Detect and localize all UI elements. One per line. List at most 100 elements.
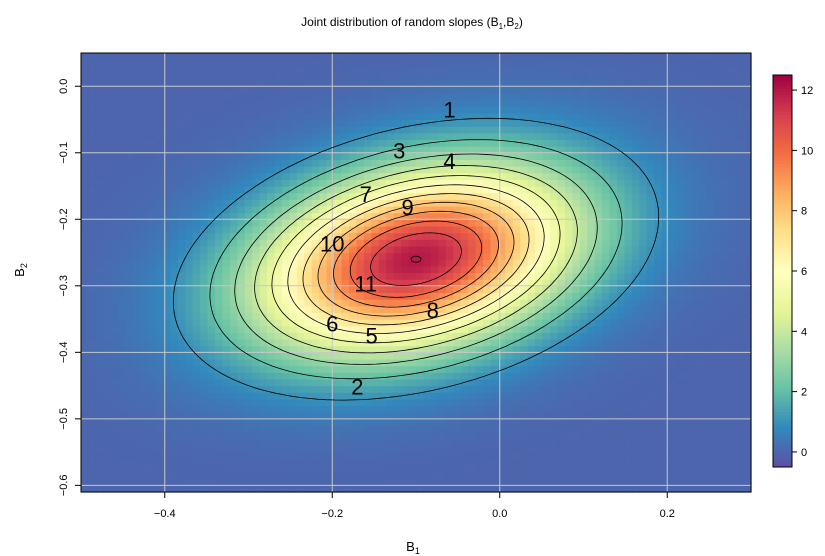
heatmap-cell [185, 405, 194, 413]
heatmap-cell [520, 405, 529, 413]
heatmap-cell [334, 438, 343, 447]
heatmap-cell [572, 72, 581, 81]
heatmap-cell [95, 166, 104, 174]
heatmap-cell [617, 99, 626, 107]
heatmap-cell [512, 259, 521, 267]
heatmap-cell [483, 345, 492, 353]
heatmap-cell [579, 112, 588, 121]
heatmap-cell [542, 232, 551, 240]
heatmap-cell [334, 365, 343, 373]
heatmap-cell [512, 139, 521, 147]
heatmap-cell [267, 478, 276, 486]
heatmap-cell [438, 79, 447, 87]
heatmap-cell [371, 86, 380, 94]
heatmap-cell [103, 159, 112, 167]
heatmap-cell [170, 412, 179, 420]
heatmap-cell [170, 192, 179, 200]
heatmap-cell [110, 385, 119, 393]
heatmap-cell [512, 132, 521, 141]
heatmap-cell [550, 345, 559, 353]
heatmap-cell [631, 319, 640, 327]
heatmap-cell [349, 372, 358, 380]
heatmap-cell [423, 72, 432, 81]
heatmap-cell [520, 86, 529, 94]
heatmap-cell [118, 299, 127, 307]
heatmap-cell [386, 385, 395, 393]
heatmap-cell [311, 418, 320, 427]
heatmap-cell [267, 212, 276, 220]
heatmap-cell [639, 472, 648, 480]
heatmap-cell [207, 285, 216, 294]
heatmap-cell [445, 132, 454, 141]
heatmap-cell [125, 99, 134, 107]
heatmap-cell [609, 332, 618, 340]
heatmap-cell [304, 205, 313, 214]
heatmap-cell [319, 392, 328, 400]
heatmap-cell [155, 358, 164, 367]
heatmap-cell [356, 265, 365, 274]
heatmap-cell [349, 132, 358, 141]
heatmap-cell [579, 418, 588, 427]
heatmap-cell [95, 378, 104, 387]
heatmap-cell [475, 146, 484, 154]
heatmap-cell [215, 372, 224, 380]
heatmap-cell [564, 225, 573, 234]
heatmap-cell [475, 166, 484, 174]
heatmap-cell [229, 139, 238, 147]
heatmap-cell [416, 465, 425, 473]
heatmap-cell [140, 179, 149, 187]
heatmap-cell [244, 53, 253, 61]
heatmap-cell [326, 166, 335, 174]
heatmap-cell [215, 199, 224, 207]
heatmap-cell [423, 272, 432, 280]
heatmap-cell [133, 292, 142, 300]
heatmap-cell [349, 99, 358, 107]
heatmap-cell [617, 66, 626, 74]
heatmap-cell [378, 239, 387, 247]
heatmap-cell [155, 86, 164, 94]
heatmap-cell [289, 352, 298, 360]
heatmap-cell [259, 405, 268, 413]
heatmap-cell [282, 485, 291, 493]
heatmap-cell [319, 412, 328, 420]
heatmap-cell [602, 365, 611, 373]
heatmap-cell [200, 53, 209, 61]
heatmap-cell [639, 372, 648, 380]
heatmap-cell [542, 205, 551, 214]
heatmap-cell [185, 92, 194, 101]
heatmap-cell [579, 119, 588, 127]
heatmap-cell [170, 385, 179, 393]
heatmap-cell [148, 432, 157, 440]
heatmap-cell [423, 292, 432, 300]
heatmap-cell [639, 279, 648, 287]
heatmap-cell [572, 159, 581, 167]
heatmap-cell [200, 66, 209, 74]
heatmap-cell [222, 112, 231, 121]
heatmap-cell [453, 292, 462, 300]
heatmap-cell [393, 345, 402, 353]
heatmap-cell [594, 66, 603, 74]
heatmap-cell [289, 72, 298, 81]
heatmap-cell [103, 232, 112, 240]
heatmap-cell [185, 445, 194, 453]
heatmap-cell [229, 325, 238, 333]
heatmap-cell [639, 385, 648, 393]
heatmap-cell [81, 485, 90, 493]
heatmap-cell [430, 86, 439, 94]
heatmap-cell [416, 279, 425, 287]
heatmap-cell [505, 179, 514, 187]
heatmap-cell [542, 385, 551, 393]
heatmap-cell [349, 299, 358, 307]
heatmap-cell [177, 292, 186, 300]
heatmap-cell [356, 465, 365, 473]
heatmap-cell [483, 305, 492, 314]
heatmap-cell [542, 325, 551, 333]
heatmap-cell [207, 398, 216, 407]
heatmap-cell [438, 166, 447, 174]
heatmap-cell [296, 412, 305, 420]
heatmap-cell [140, 398, 149, 407]
heatmap-cell [386, 159, 395, 167]
heatmap-cell [535, 126, 544, 134]
heatmap-cell [393, 325, 402, 333]
heatmap-cell [252, 259, 261, 267]
